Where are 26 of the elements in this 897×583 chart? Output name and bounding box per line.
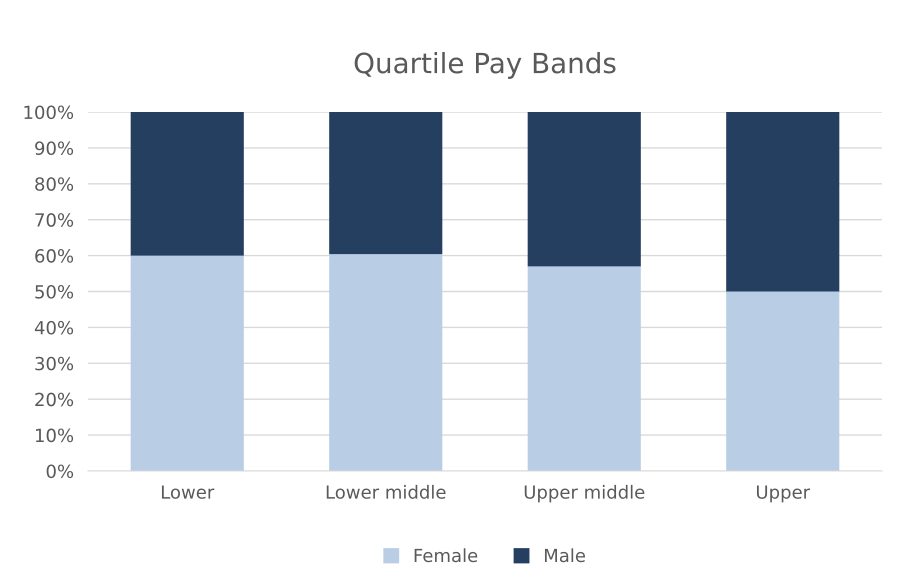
y-tick-label: 90%	[35, 141, 74, 156]
y-tick-label: 30%	[35, 356, 74, 370]
y-tick-label: 70%	[35, 213, 74, 227]
x-tick-label: Upper	[756, 485, 810, 502]
legend-label: Female	[414, 548, 478, 562]
bar	[130, 112, 244, 256]
y-tick-label: 10%	[36, 428, 74, 442]
legend-label: Male	[544, 548, 586, 562]
x-tick-label: Lower middle	[326, 484, 446, 499]
bar	[726, 112, 840, 292]
x-tick-label: Lower	[162, 485, 214, 499]
y-tick-label: 50%	[35, 284, 74, 299]
y-tick-label: 40%	[34, 320, 74, 335]
y-tick-label: 100%	[24, 105, 74, 120]
y-tick-label: 60%	[35, 249, 74, 263]
bar	[528, 112, 641, 266]
bar	[329, 254, 442, 471]
chart-title: Quartile Pay Bands	[354, 52, 616, 79]
bar	[528, 266, 641, 471]
y-tick-label: 0%	[46, 464, 74, 478]
y-tick-label: 80%	[35, 177, 74, 191]
bar	[329, 112, 442, 254]
x-tick-label: Upper middle	[524, 484, 644, 502]
bar	[130, 256, 244, 471]
bar	[726, 292, 840, 471]
y-tick-label: 20%	[35, 392, 74, 406]
